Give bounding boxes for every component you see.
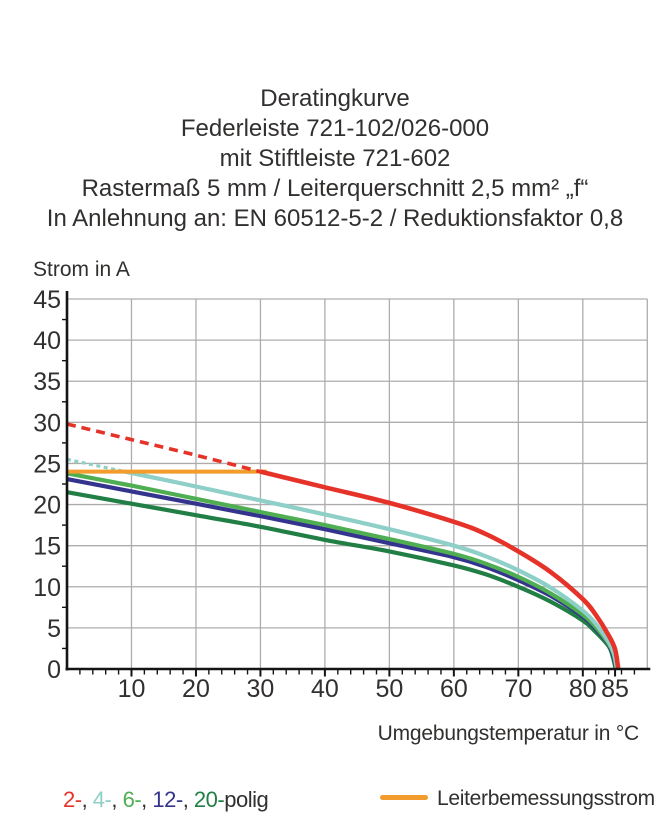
legend-pole-counts: 2-, 4-, 6-, 12-, 20-polig [63,787,269,813]
x-tick-label: 50 [375,675,403,703]
y-tick-label: 0 [47,656,61,684]
y-tick-label: 45 [33,286,61,314]
axis-ticks [62,318,636,677]
legend-separator: , [81,787,93,812]
legend-suffix: polig [224,787,269,812]
title-line-1: Deratingkurve [260,85,410,112]
x-tick-label: 20 [182,675,210,703]
chart-title-block: Deratingkurve Federleiste 721-102/026-00… [0,84,670,234]
curve-2-polig-dashed [66,422,261,474]
y-tick-label: 30 [33,409,61,437]
legend-label-4-polig: 4- [92,787,112,812]
axes [65,291,651,671]
x-tick-label: 10 [118,675,146,703]
legend-separator: , [141,787,153,812]
curve-6-polig [66,471,619,670]
gridlines [67,298,648,669]
legend-label-6-polig: 6- [122,787,142,812]
legend-separator: , [182,787,194,812]
x-tick-label: 70 [504,675,532,703]
x-tick-label: 30 [247,675,275,703]
curve-4-polig-solid [124,469,620,670]
y-tick-label: 40 [33,327,61,355]
x-axis-title: Umgebungstemperatur in °C [377,722,640,745]
y-tick-label: 15 [33,533,61,561]
rated-current-line-swatch [380,795,428,800]
legend-separator: , [111,787,123,812]
legend-label-2-polig: 2- [63,787,82,812]
y-tick-label: 25 [33,450,61,478]
x-tick-label: 80 [569,675,597,703]
title-line-4: Rastermaß 5 mm / Leiterquerschnitt 2,5 m… [81,175,589,202]
y-axis-title: Strom in A [33,258,130,281]
curve-lines [66,422,621,670]
legend-label-20-polig: 20- [193,787,225,812]
title-line-2: Federleiste 721-102/026-000 [180,115,490,142]
y-tick-label: 5 [47,615,61,643]
axis-tick-labels: 10 20 30 40 50 60 70 80 85 0 5 10 15 20 25 30 35 40 45 [33,286,629,703]
curve-4-polig-dashed [66,457,126,474]
legend-label-12-polig: 12- [152,787,183,812]
x-tick-label: 40 [311,675,339,703]
y-tick-label: 20 [33,492,61,520]
x-tick-label: 60 [440,675,468,703]
title-line-3: mit Stiftleiste 721-602 [219,145,451,172]
rated-current-label: Leiterbemessungsstrom [437,787,655,810]
y-tick-label: 10 [33,574,61,602]
title-line-5: In Anlehnung an: EN 60512-5-2 / Reduktio… [46,205,624,232]
y-tick-label: 35 [33,368,61,396]
x-tick-label: 85 [601,675,629,703]
curve-2-polig-solid [259,469,621,670]
